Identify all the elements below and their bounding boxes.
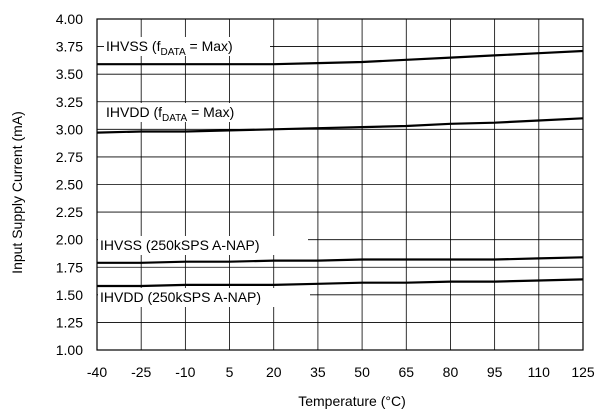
series-annotations: IHVSS (fDATA = Max) IHVDD (fDATA = Max) IH… xyxy=(98,37,310,307)
annotation-background xyxy=(98,236,308,255)
series-annotation-3: IHVSS (250kSPS A-NAP) xyxy=(98,236,308,255)
x-tick-label: 65 xyxy=(398,364,414,380)
y-tick-label: 3.50 xyxy=(56,66,83,82)
y-axis-ticks: 1.00 1.25 1.50 1.75 2.00 2.25 2.50 2.75 3.00 3.25… xyxy=(56,11,83,358)
y-tick-label: 2.50 xyxy=(56,177,83,193)
series-annotation-2: IHVDD (fDATA = Max) xyxy=(104,103,272,124)
series-annotation-label: IHVSS (250kSPS A-NAP) xyxy=(100,237,260,253)
x-tick-label: -25 xyxy=(131,364,151,380)
series-annotation-label: IHVSS (fDATA = Max) xyxy=(106,38,233,58)
x-tick-label: 110 xyxy=(528,364,551,380)
y-tick-label: 1.50 xyxy=(56,287,83,303)
x-axis-title: Temperature (°C) xyxy=(298,393,406,409)
x-tick-label: 35 xyxy=(310,364,326,380)
y-tick-label: 3.00 xyxy=(56,121,83,137)
series-line-3 xyxy=(97,256,584,264)
annotation-background xyxy=(98,288,310,307)
annotation-background xyxy=(104,37,270,56)
x-tick-label: -40 xyxy=(87,364,107,380)
x-tick-label: 5 xyxy=(226,364,234,380)
y-tick-label: 3.25 xyxy=(56,94,83,110)
series-line-4 xyxy=(97,278,584,288)
x-tick-label: -10 xyxy=(175,364,195,380)
x-tick-label: 95 xyxy=(487,364,503,380)
y-tick-label: 1.25 xyxy=(56,314,83,330)
x-tick-label: 125 xyxy=(571,364,595,380)
series-annotation-label: IHVDD (250kSPS A-NAP) xyxy=(100,289,261,305)
series-lines xyxy=(96,49,584,288)
x-axis-ticks: -40 -25 -10 5 20 35 50 65 80 95 110 125 xyxy=(87,364,595,380)
x-tick-label: 20 xyxy=(266,364,282,380)
series-line-2 xyxy=(96,117,584,134)
y-axis-title: Input Supply Current (mA) xyxy=(9,111,25,274)
y-tick-label: 4.00 xyxy=(56,11,83,27)
y-tick-label: 1.75 xyxy=(56,259,83,275)
y-tick-label: 2.75 xyxy=(56,149,83,165)
series-annotation-4: IHVDD (250kSPS A-NAP) xyxy=(98,288,310,307)
y-tick-label: 1.00 xyxy=(56,342,83,358)
y-tick-label: 2.25 xyxy=(56,204,83,220)
x-tick-label: 80 xyxy=(443,364,459,380)
x-tick-label: 50 xyxy=(354,364,370,380)
plot-area-frame xyxy=(96,18,584,351)
annotation-background xyxy=(104,103,272,122)
series-annotation-label: IHVDD (fDATA = Max) xyxy=(106,104,234,124)
series-line-1 xyxy=(97,49,584,66)
y-tick-label: 2.00 xyxy=(56,232,83,248)
series-annotation-1: IHVSS (fDATA = Max) xyxy=(104,37,270,58)
y-tick-label: 3.75 xyxy=(56,39,83,55)
